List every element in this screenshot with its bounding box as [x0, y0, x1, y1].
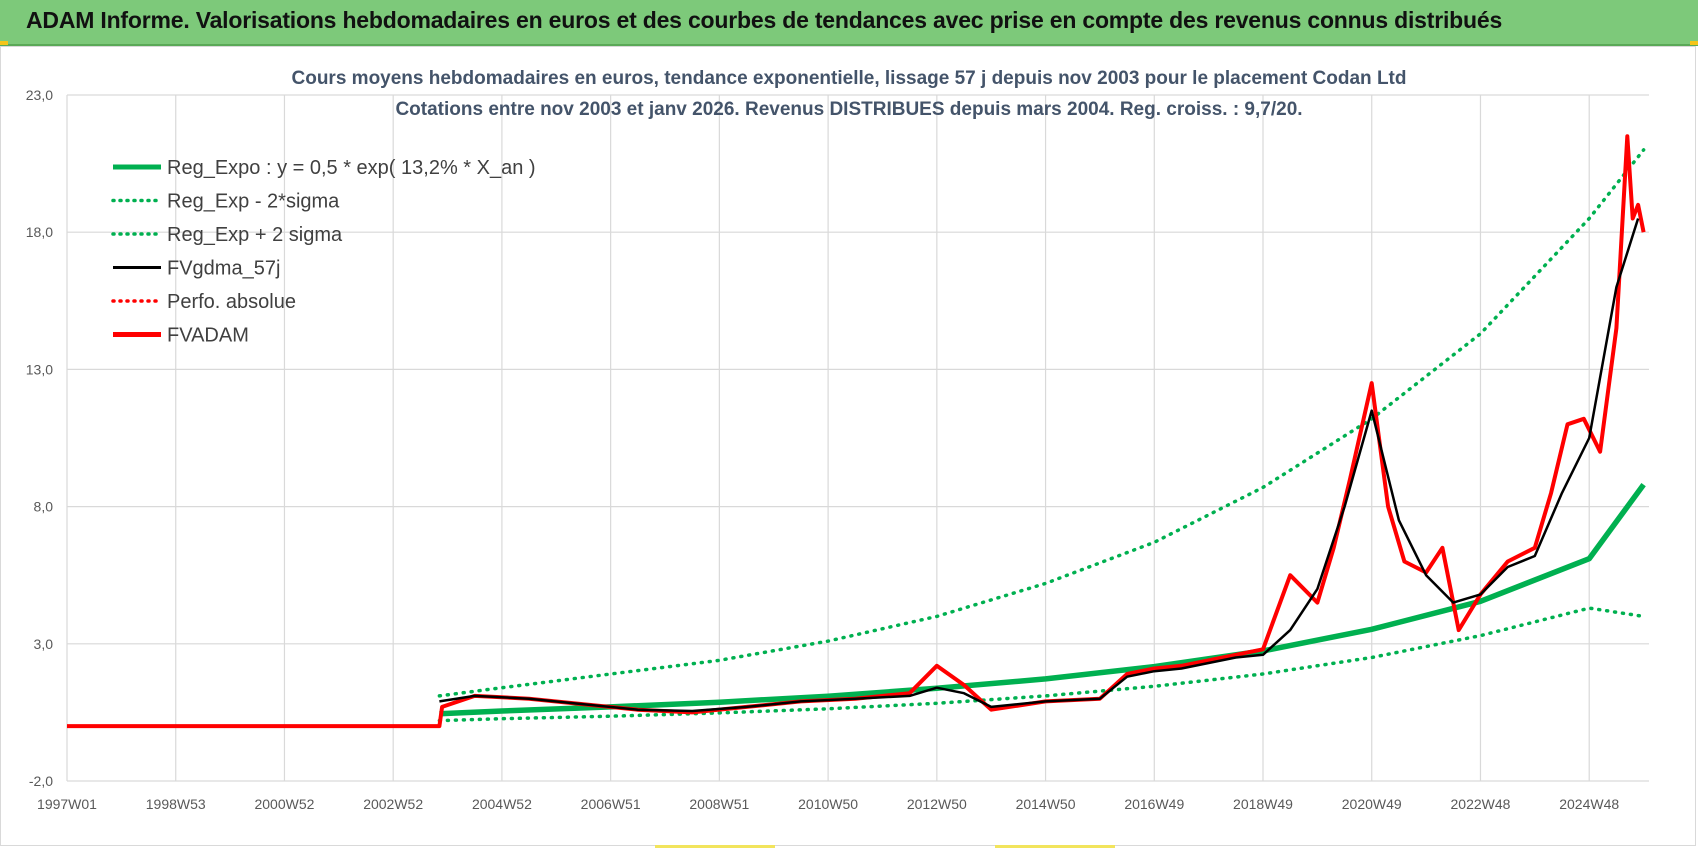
series-lines	[67, 134, 1646, 729]
legend-label: FVgdma_57j	[167, 258, 280, 280]
x-tick-label: 2006W51	[581, 796, 641, 812]
x-tick-label: 1998W53	[146, 796, 206, 812]
y-tick-label: -2,0	[29, 773, 53, 789]
x-tick-label: 2000W52	[254, 796, 314, 812]
legend-label: Perfo. absolue	[167, 291, 296, 313]
report-title: ADAM Informe. Valorisations hebdomadaire…	[26, 7, 1503, 33]
x-axis-ticks: 1997W01 1998W53 2000W52 2002W52 2004W52 2006W…	[37, 796, 1619, 812]
series-fvgdma-57j	[439, 218, 1640, 713]
x-tick-label: 2022W48	[1451, 796, 1511, 812]
series-reg-plus-2sigma	[437, 148, 1646, 698]
sheet-tab-hint-2	[995, 845, 1115, 848]
legend-label: Reg_Exp - 2*sigma	[167, 191, 340, 213]
x-tick-label: 1997W01	[37, 796, 97, 812]
y-axis-ticks: -2,0 3,0 8,0 13,0 18,0 23,0	[26, 87, 53, 789]
gridlines	[66, 94, 1649, 782]
x-tick-label: 2008W51	[689, 796, 749, 812]
chart-svg: Cours moyens hebdomadaires en euros, ten…	[26, 68, 1649, 812]
y-tick-label: 18,0	[26, 224, 53, 240]
x-tick-label: 2012W50	[907, 796, 967, 812]
corner-marker-right	[1690, 41, 1698, 45]
y-tick-label: 3,0	[34, 636, 54, 652]
x-tick-label: 2020W49	[1342, 796, 1402, 812]
header-banner: ADAM Informe. Valorisations hebdomadaire…	[0, 0, 1698, 46]
legend-item-perfo: Perfo. absolue	[111, 291, 296, 313]
legend-label: FVADAM	[167, 325, 249, 347]
x-tick-label: 2014W50	[1016, 796, 1076, 812]
y-tick-label: 8,0	[34, 499, 54, 515]
x-tick-label: 2010W50	[798, 796, 858, 812]
legend-item-reg_expo: Reg_Expo : y = 0,5 * exp( 13,2% * X_an )	[113, 157, 536, 179]
x-tick-label: 2024W48	[1559, 796, 1619, 812]
chart-area: Cours moyens hebdomadaires en euros, ten…	[0, 46, 1696, 846]
corner-marker-left	[0, 41, 8, 45]
legend-label: Reg_Expo : y = 0,5 * exp( 13,2% * X_an )	[167, 157, 536, 179]
legend-item-reg_plus: Reg_Exp + 2 sigma	[111, 224, 343, 246]
y-tick-label: 23,0	[26, 87, 53, 103]
legend-item-fvadam: FVADAM	[113, 325, 249, 347]
series-reg-minus-2sigma	[437, 606, 1646, 723]
sheet-tab-hint-1	[655, 845, 775, 848]
legend-item-reg_minus: Reg_Exp - 2*sigma	[111, 191, 340, 213]
x-tick-label: 2016W49	[1124, 796, 1184, 812]
x-tick-label: 2004W52	[472, 796, 532, 812]
chart-title-line2: Cotations entre nov 2003 et janv 2026. R…	[395, 99, 1302, 120]
x-tick-label: 2002W52	[363, 796, 423, 812]
legend-item-fvgdma: FVgdma_57j	[113, 258, 280, 280]
y-tick-label: 13,0	[26, 361, 53, 377]
x-tick-label: 2018W49	[1233, 796, 1293, 812]
legend: Reg_Expo : y = 0,5 * exp( 13,2% * X_an )…	[111, 157, 536, 347]
legend-label: Reg_Exp + 2 sigma	[167, 224, 343, 246]
chart-title-line1: Cours moyens hebdomadaires en euros, ten…	[292, 68, 1407, 89]
